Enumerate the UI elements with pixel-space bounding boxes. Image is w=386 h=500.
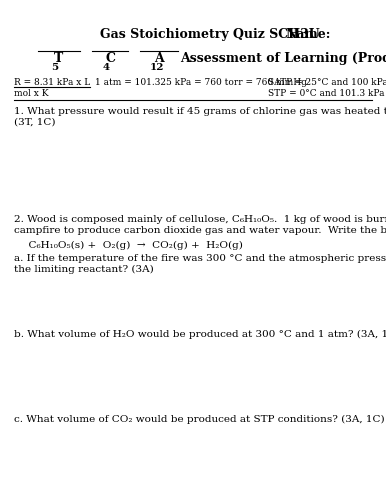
Text: A: A [154, 52, 164, 65]
Text: b. What volume of H₂O would be produced at 300 °C and 1 atm? (3A, 1C): b. What volume of H₂O would be produced … [14, 330, 386, 339]
Text: 2. Wood is composed mainly of cellulose, C₆H₁₀O₅.  1 kg of wood is burned with 3: 2. Wood is composed mainly of cellulose,… [14, 215, 386, 234]
Text: T: T [54, 52, 64, 65]
Text: a. If the temperature of the fire was 300 °C and the atmospheric pressure at the: a. If the temperature of the fire was 30… [14, 254, 386, 274]
Text: Gas Stoichiometry Quiz SCH3U: Gas Stoichiometry Quiz SCH3U [100, 28, 320, 41]
Text: R = 8.31 kPa x L: R = 8.31 kPa x L [14, 78, 90, 87]
Text: STP = 0°C and 101.3 kPa: STP = 0°C and 101.3 kPa [268, 89, 384, 98]
Text: C₆H₁₀O₅(s) +  O₂(g)  →  CO₂(g) +  H₂O(g): C₆H₁₀O₅(s) + O₂(g) → CO₂(g) + H₂O(g) [22, 241, 243, 250]
Text: Name:: Name: [285, 28, 330, 41]
Text: SATP = 25°C and 100 kPa: SATP = 25°C and 100 kPa [268, 78, 386, 87]
Text: 1. What pressure would result if 45 grams of chlorine gas was heated to 70 °C in: 1. What pressure would result if 45 gram… [14, 107, 386, 126]
Text: C: C [105, 52, 115, 65]
Text: 4: 4 [102, 63, 110, 72]
Text: mol x K: mol x K [14, 89, 49, 98]
Text: Assessment of Learning (Product): Assessment of Learning (Product) [180, 52, 386, 65]
Text: 5: 5 [51, 63, 59, 72]
Text: c. What volume of CO₂ would be produced at STP conditions? (3A, 1C): c. What volume of CO₂ would be produced … [14, 415, 384, 424]
Text: 12: 12 [150, 63, 164, 72]
Text: 1 atm = 101.325 kPa = 760 torr = 760 mmHg: 1 atm = 101.325 kPa = 760 torr = 760 mmH… [95, 78, 307, 87]
